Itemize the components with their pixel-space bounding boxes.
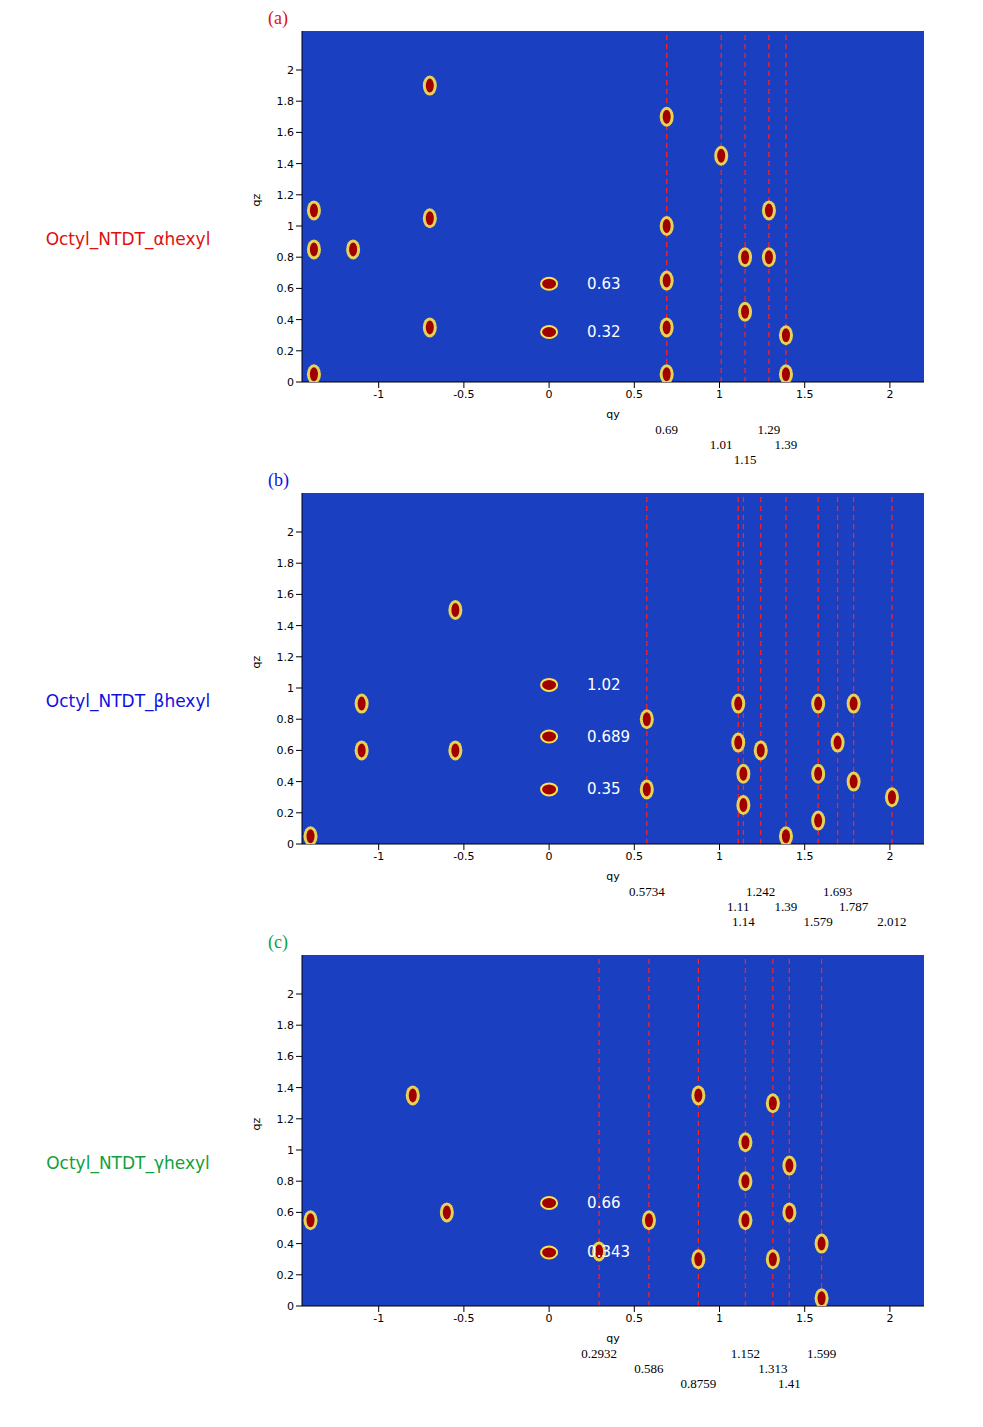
svg-text:1.5: 1.5 <box>796 850 814 863</box>
svg-text:0.63: 0.63 <box>587 275 620 293</box>
svg-text:2: 2 <box>287 988 294 1001</box>
svg-text:0.5: 0.5 <box>626 1312 644 1325</box>
svg-text:1.313: 1.313 <box>758 1361 787 1376</box>
svg-text:-0.5: -0.5 <box>453 1312 474 1325</box>
svg-text:1.787: 1.787 <box>839 899 869 914</box>
svg-text:2: 2 <box>287 526 294 539</box>
svg-text:qy: qy <box>606 870 620 883</box>
svg-text:1.6: 1.6 <box>277 1050 295 1063</box>
svg-text:-0.5: -0.5 <box>453 388 474 401</box>
svg-text:1.6: 1.6 <box>277 126 295 139</box>
svg-text:0.4: 0.4 <box>277 314 295 327</box>
svg-text:1.02: 1.02 <box>587 676 620 694</box>
svg-text:0.2932: 0.2932 <box>581 1346 617 1361</box>
svg-text:1: 1 <box>716 850 723 863</box>
svg-text:0.6: 0.6 <box>277 744 295 757</box>
svg-text:1.5: 1.5 <box>796 1312 814 1325</box>
svg-text:0.586: 0.586 <box>634 1361 664 1376</box>
svg-text:1.39: 1.39 <box>775 899 798 914</box>
svg-text:0.2: 0.2 <box>277 807 295 820</box>
svg-text:1.4: 1.4 <box>277 1082 295 1095</box>
html-text:(b): (b) <box>268 470 289 490</box>
svg-text:0.35: 0.35 <box>587 780 620 798</box>
svg-text:1.693: 1.693 <box>823 884 852 899</box>
svg-text:0.4: 0.4 <box>277 1238 295 1251</box>
svg-text:qy: qy <box>606 408 620 421</box>
svg-text:1.8: 1.8 <box>277 95 295 108</box>
svg-text:1.6: 1.6 <box>277 588 295 601</box>
svg-text:1.29: 1.29 <box>758 422 781 437</box>
svg-text:1.5: 1.5 <box>796 388 814 401</box>
svg-text:qy: qy <box>606 1332 620 1345</box>
html-text:(a): (a) <box>268 8 288 28</box>
html-text:Octyl_NTDT_βhexyl: Octyl_NTDT_βhexyl <box>45 691 211 711</box>
svg-text:0.6: 0.6 <box>277 1206 295 1219</box>
svg-text:0: 0 <box>287 838 294 851</box>
svg-text:0.8: 0.8 <box>277 713 295 726</box>
svg-text:0: 0 <box>546 850 553 863</box>
svg-text:0.343: 0.343 <box>587 1243 630 1261</box>
svg-text:1.579: 1.579 <box>804 914 833 929</box>
svg-text:-1: -1 <box>373 1312 384 1325</box>
svg-text:0: 0 <box>287 376 294 389</box>
svg-text:2: 2 <box>287 64 294 77</box>
svg-text:0.5734: 0.5734 <box>629 884 665 899</box>
svg-text:0.2: 0.2 <box>277 345 295 358</box>
svg-text:0.66: 0.66 <box>587 1194 620 1212</box>
svg-text:1: 1 <box>287 1144 294 1157</box>
svg-text:1.01: 1.01 <box>710 437 733 452</box>
svg-text:1.152: 1.152 <box>731 1346 760 1361</box>
svg-text:2.012: 2.012 <box>877 914 906 929</box>
svg-text:1: 1 <box>716 1312 723 1325</box>
svg-text:2: 2 <box>886 1312 893 1325</box>
html-text:Octyl_NTDT_γhexyl: Octyl_NTDT_γhexyl <box>46 1153 210 1173</box>
svg-text:qz: qz <box>250 656 263 669</box>
svg-text:0: 0 <box>287 1300 294 1313</box>
svg-text:1.39: 1.39 <box>775 437 798 452</box>
svg-text:1.242: 1.242 <box>746 884 775 899</box>
svg-text:1.2: 1.2 <box>277 189 295 202</box>
svg-text:1.8: 1.8 <box>277 557 295 570</box>
svg-text:1.2: 1.2 <box>277 651 295 664</box>
svg-text:1.14: 1.14 <box>732 914 755 929</box>
svg-text:0: 0 <box>546 1312 553 1325</box>
svg-text:0: 0 <box>546 388 553 401</box>
svg-text:0.69: 0.69 <box>655 422 678 437</box>
svg-text:-1: -1 <box>373 388 384 401</box>
svg-text:0.8759: 0.8759 <box>680 1376 716 1391</box>
svg-text:1.4: 1.4 <box>277 158 295 171</box>
svg-text:1.15: 1.15 <box>734 452 757 467</box>
svg-text:2: 2 <box>886 388 893 401</box>
svg-text:qz: qz <box>250 1118 263 1131</box>
svg-text:1.11: 1.11 <box>727 899 749 914</box>
svg-text:1: 1 <box>287 220 294 233</box>
svg-text:1.41: 1.41 <box>778 1376 801 1391</box>
svg-text:1: 1 <box>716 388 723 401</box>
svg-text:0.8: 0.8 <box>277 1175 295 1188</box>
svg-text:0.8: 0.8 <box>277 251 295 264</box>
svg-text:0.689: 0.689 <box>587 728 630 746</box>
svg-text:1.599: 1.599 <box>807 1346 836 1361</box>
svg-text:1.4: 1.4 <box>277 620 295 633</box>
svg-text:qz: qz <box>250 194 263 207</box>
svg-text:0.6: 0.6 <box>277 282 295 295</box>
svg-text:1.2: 1.2 <box>277 1113 295 1126</box>
svg-text:-0.5: -0.5 <box>453 850 474 863</box>
svg-text:2: 2 <box>886 850 893 863</box>
svg-text:1.8: 1.8 <box>277 1019 295 1032</box>
svg-text:0.5: 0.5 <box>626 388 644 401</box>
svg-text:0.2: 0.2 <box>277 1269 295 1282</box>
html-text:(c): (c) <box>268 932 288 952</box>
svg-text:0.32: 0.32 <box>587 323 620 341</box>
svg-text:-1: -1 <box>373 850 384 863</box>
svg-text:1: 1 <box>287 682 294 695</box>
html-text:Octyl_NTDT_αhexyl: Octyl_NTDT_αhexyl <box>45 229 211 249</box>
svg-text:0.4: 0.4 <box>277 776 295 789</box>
svg-text:0.5: 0.5 <box>626 850 644 863</box>
